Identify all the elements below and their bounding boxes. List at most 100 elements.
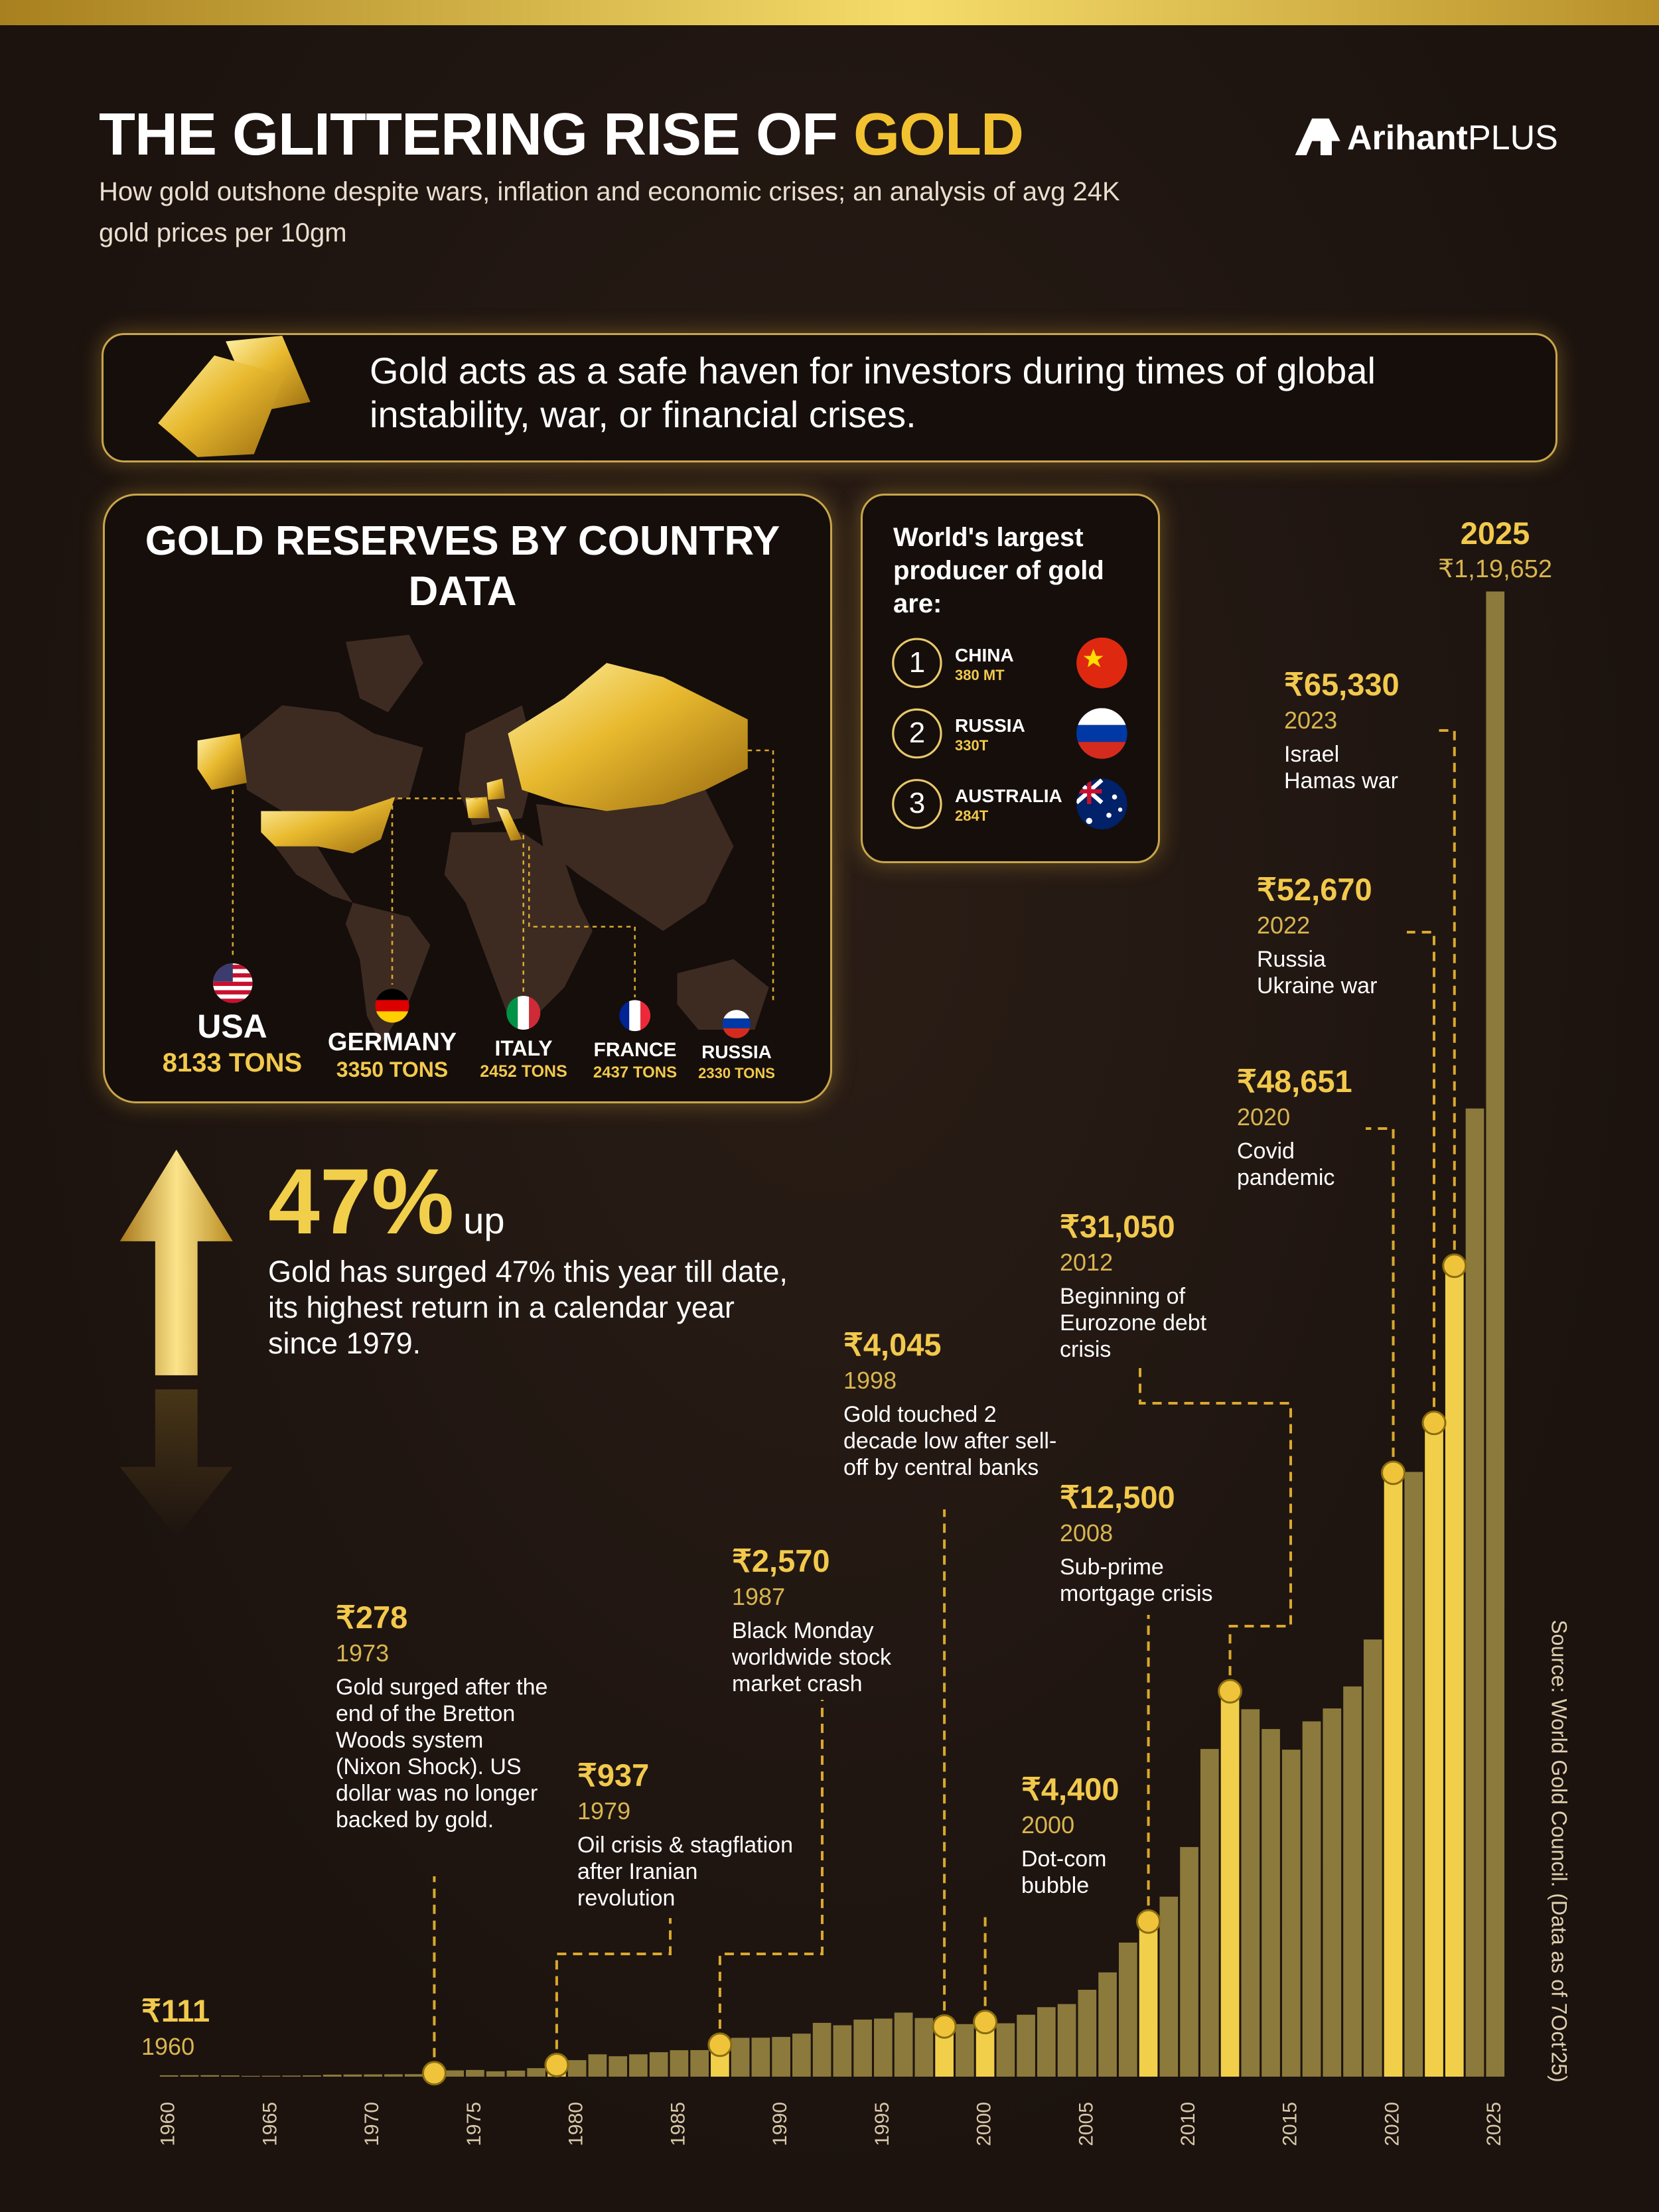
x-tick-label: 1980 bbox=[565, 2102, 587, 2146]
annotation-year: 1998 bbox=[843, 1367, 897, 1394]
annotation: ₹31,050 2012 Beginning of Eurozone debt cr… bbox=[1060, 1208, 1232, 1363]
bar bbox=[180, 2075, 199, 2077]
rank-circle bbox=[892, 638, 942, 688]
bar bbox=[731, 2038, 750, 2077]
x-tick-label: 1985 bbox=[667, 2102, 689, 2146]
map-connectors bbox=[232, 749, 774, 1004]
annotation-dot bbox=[1381, 1460, 1406, 1486]
x-tick-label: 1960 bbox=[157, 2102, 179, 2146]
bar bbox=[894, 2012, 913, 2077]
flag-usa bbox=[213, 963, 253, 1003]
bar bbox=[690, 2049, 709, 2077]
connector bbox=[391, 797, 487, 985]
bar bbox=[1302, 1721, 1321, 2077]
annotation-label: ₹937 bbox=[577, 1758, 650, 1793]
country-amount: 2437 TONS bbox=[593, 1064, 678, 1081]
germany-shape bbox=[486, 778, 506, 800]
annotation-note: Dot-com bubble bbox=[1021, 1846, 1107, 1898]
x-tick-label: 2000 bbox=[974, 2102, 995, 2146]
bar bbox=[1017, 2014, 1035, 2077]
producer-name: AUSTRALIA bbox=[955, 786, 1062, 806]
banner-box bbox=[102, 333, 1557, 462]
bar bbox=[588, 2054, 607, 2077]
bar bbox=[874, 2018, 893, 2077]
annotation: 2025 ₹1,19,652 bbox=[1438, 514, 1552, 586]
flag-germany bbox=[375, 989, 409, 1023]
bar bbox=[751, 2038, 770, 2077]
highlight-figure: 47% up bbox=[268, 1148, 505, 1255]
title-text: THE GLITTERING RISE OF bbox=[99, 102, 838, 168]
annotation-dot bbox=[544, 2052, 569, 2077]
bar bbox=[1057, 2004, 1076, 2077]
rank: 2 bbox=[908, 717, 926, 749]
flag-italy bbox=[506, 995, 541, 1030]
usa-shape bbox=[197, 733, 248, 790]
annotation-year: 2023 bbox=[1284, 707, 1338, 734]
gold-bar bbox=[158, 355, 285, 457]
reserves-title: GOLD RESERVES BY COUNTRY DATA bbox=[145, 518, 780, 614]
bar bbox=[1139, 1921, 1158, 2077]
annotation-label: ₹2,570 bbox=[732, 1543, 830, 1578]
subtitle: How gold outshone despite wars, inflatio… bbox=[99, 177, 1120, 247]
leader-line bbox=[555, 1918, 672, 2065]
brand: ArihantPLUS bbox=[1347, 118, 1558, 158]
bar bbox=[364, 2074, 383, 2077]
annotation-year: 2020 bbox=[1237, 1103, 1291, 1131]
annotation-dot bbox=[1442, 1253, 1467, 1279]
annotation-label: ₹52,670 bbox=[1257, 872, 1372, 907]
bar bbox=[567, 2060, 587, 2077]
bar bbox=[629, 2054, 648, 2077]
annotation-note: Covid pandemic bbox=[1237, 1139, 1335, 1190]
landmass bbox=[345, 634, 423, 713]
banner-text: Gold acts as a safe haven for investors … bbox=[370, 350, 1376, 435]
bar bbox=[1323, 1708, 1342, 2077]
world-map bbox=[197, 634, 774, 1044]
annotation-dot bbox=[421, 2061, 447, 2086]
highlight-value: 47% bbox=[268, 1149, 455, 1253]
annotation-year: 1979 bbox=[577, 1797, 631, 1825]
bar bbox=[1159, 1896, 1179, 2077]
annotation-year: 2008 bbox=[1060, 1519, 1114, 1547]
bar bbox=[1486, 591, 1505, 2077]
landmass bbox=[240, 705, 423, 811]
bar bbox=[670, 2050, 689, 2077]
bar bbox=[772, 2037, 790, 2077]
annotation-year: 2000 bbox=[1021, 1811, 1075, 1838]
bar bbox=[812, 2022, 831, 2077]
annotation-label: ₹31,050 bbox=[1060, 1209, 1175, 1244]
leader-line bbox=[1407, 931, 1436, 1423]
bar bbox=[159, 2075, 179, 2077]
rank: 1 bbox=[908, 646, 926, 679]
producer-amount: 380 MT bbox=[955, 667, 1005, 683]
country-name: GERMANY bbox=[327, 1028, 457, 1056]
arrow-reflection bbox=[119, 1389, 233, 1538]
annotation: ₹111 1960 bbox=[141, 1992, 210, 2063]
flag-russia bbox=[722, 1010, 751, 1038]
annotation: ₹4,045 1998 Gold touched 2 decade low afte… bbox=[843, 1326, 1066, 1481]
connector bbox=[528, 846, 636, 998]
producer-name: CHINA bbox=[955, 645, 1014, 665]
up-arrow bbox=[119, 1149, 233, 1375]
annotation: ₹278 1973 Gold surged after the end of the… bbox=[336, 1598, 548, 1833]
flag-australia bbox=[1076, 778, 1127, 830]
highlight-suffix: up bbox=[463, 1200, 505, 1241]
annotation: ₹2,570 1987 Black Monday worldwide stock m… bbox=[732, 1542, 958, 1697]
top-stripe bbox=[0, 0, 1659, 25]
rank: 3 bbox=[908, 787, 926, 819]
leader-line bbox=[1139, 1368, 1292, 1692]
bar bbox=[914, 2018, 934, 2077]
bar bbox=[792, 2034, 811, 2077]
connector bbox=[747, 749, 774, 1004]
country-amount: 2330 TONS bbox=[698, 1065, 775, 1081]
country-name: ITALY bbox=[494, 1036, 553, 1060]
x-tick-label: 2025 bbox=[1483, 2102, 1505, 2146]
logo-icon bbox=[1295, 118, 1340, 155]
france-shape bbox=[465, 797, 490, 819]
title: THE GLITTERING RISE OF GOLD bbox=[99, 102, 1024, 168]
annotation-year: 1973 bbox=[336, 1639, 390, 1667]
bar bbox=[1363, 1639, 1382, 2077]
annotation-note: Beginning of Eurozone debt crisis bbox=[1060, 1284, 1207, 1362]
annotation: ₹937 1979 Oil crisis & stagflation after I… bbox=[577, 1756, 796, 1911]
annotation-dot bbox=[1421, 1411, 1447, 1436]
